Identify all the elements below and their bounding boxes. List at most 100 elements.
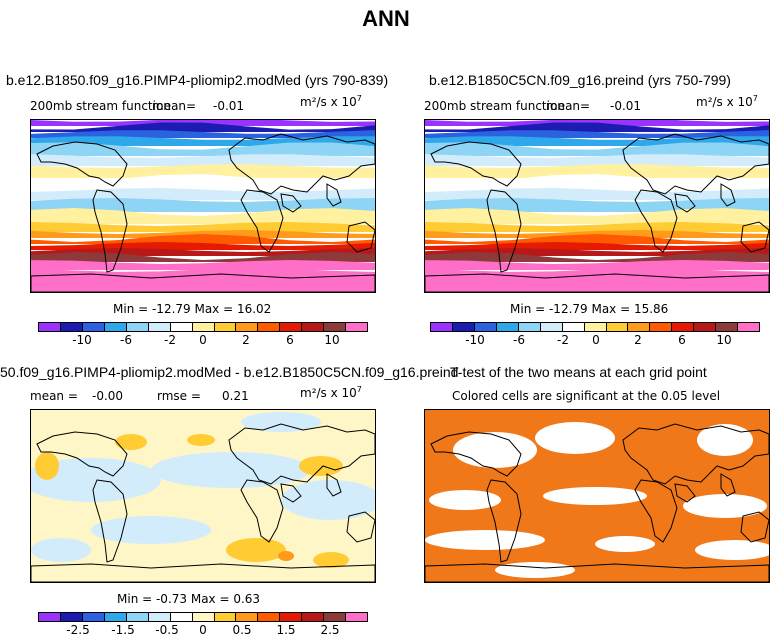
coastline [346,511,375,543]
contour-band [425,154,769,166]
contour-band [31,260,375,270]
coastline [634,189,678,253]
panel-1-units: m²/s x 107 [300,94,362,109]
colorbar-tick: -2.5 [66,623,90,637]
colorbar-swatch [431,323,453,331]
panel-2-variable: 200mb stream function [424,99,565,113]
coastline [31,273,375,292]
colorbar-swatch [192,323,215,331]
contour-region [115,434,147,450]
non-significant-region [535,422,615,454]
colorbar-swatch [126,323,149,331]
colorbar-swatch [170,613,193,621]
contour-region [31,538,91,562]
coastline [346,221,375,253]
coastline [486,479,522,563]
colorbar-swatch [236,613,259,621]
panel-3-rmse-value: 0.21 [222,389,249,403]
colorbar-tick: 10 [716,333,732,347]
non-significant-region [683,494,767,518]
contour-band [31,208,375,224]
contour-band [425,242,769,250]
non-significant-region [595,536,655,552]
colorbar-swatch [280,323,303,331]
colorbar-swatch [452,323,475,331]
panel-3-units: m²/s x 107 [300,385,362,400]
panel-2-map [424,119,770,293]
contour-band [425,234,769,244]
contour-band [425,208,769,224]
panel-2-colorbar [430,322,760,332]
colorbar-tick: -2 [557,333,569,347]
colorbar-tick: 10 [324,333,340,347]
contour-band [31,234,375,244]
non-significant-region [425,530,545,550]
contour-band [425,174,769,190]
colorbar-tick: -1.5 [111,623,135,637]
coastline [240,479,284,543]
non-significant-region [543,487,647,505]
coastline [430,431,522,477]
contour-region [313,552,349,568]
panel-2-mean-value: -0.01 [610,99,642,113]
colorbar-swatch [236,323,259,331]
colorbar-swatch [39,613,61,621]
panel-3-rmse-label: rmse = [157,389,201,403]
colorbar-tick: 2.5 [320,623,340,637]
page-title: ANN [362,6,410,31]
colorbar-swatch [694,323,717,331]
colorbar-swatch [39,323,61,331]
coastline [240,189,284,253]
colorbar-tick: 0 [199,623,207,637]
colorbar-swatch [148,613,171,621]
colorbar-tick: 2 [242,333,250,347]
contour-band [425,268,769,292]
colorbar-swatch [214,323,237,331]
colorbar-swatch [628,323,651,331]
contour-region [35,452,59,480]
contour-region [281,480,375,520]
contour-band [31,174,375,190]
contour-band [31,242,375,250]
colorbar-tick: -2 [164,333,176,347]
panel-4-subtitle: Colored cells are significant at the 0.0… [452,389,721,403]
colorbar-swatch [104,613,127,621]
colorbar-tick: -10 [465,333,485,347]
panel-1-min-max: Min = -12.79 Max = 16.02 [113,302,272,316]
panel-4-title: T-test of the two means at each grid poi… [450,364,707,380]
colorbar-tick: 0.5 [232,623,252,637]
non-significant-region [695,540,769,560]
colorbar-swatch [324,323,347,331]
colorbar-swatch [170,323,193,331]
colorbar-swatch [584,323,607,331]
panel-3-mean-label: mean = [30,389,78,403]
colorbar-swatch [126,613,149,621]
coastline [425,563,769,582]
coastline [36,431,128,477]
coastline [720,473,736,497]
panel-1-map [30,119,376,293]
colorbar-swatch [280,613,303,621]
colorbar-swatch [302,323,325,331]
contour-region [151,452,311,488]
coastline [674,193,696,213]
panel-3-mean-value: -0.00 [92,389,124,403]
contour-band [31,164,375,178]
non-significant-region [429,490,501,510]
coastline [92,189,128,273]
colorbar-swatch [606,323,629,331]
colorbar-swatch [540,323,563,331]
contour-region [91,516,211,544]
colorbar-tick: 0 [199,333,207,347]
panel-3-title: 50.f09_g16.PIMP4-pliomip2.modMed - b.e12… [0,364,459,380]
panel-1-mean-label: mean= [152,99,197,113]
coastline [740,221,769,253]
coastline [326,183,342,207]
colorbar-swatch [324,613,347,621]
contour-band [425,164,769,178]
contour-region [31,458,161,502]
panel-4-map [424,409,770,583]
panel-3-map [30,409,376,583]
colorbar-tick: 1.5 [276,623,296,637]
panel-3-min-max: Min = -0.73 Max = 0.63 [117,592,261,606]
